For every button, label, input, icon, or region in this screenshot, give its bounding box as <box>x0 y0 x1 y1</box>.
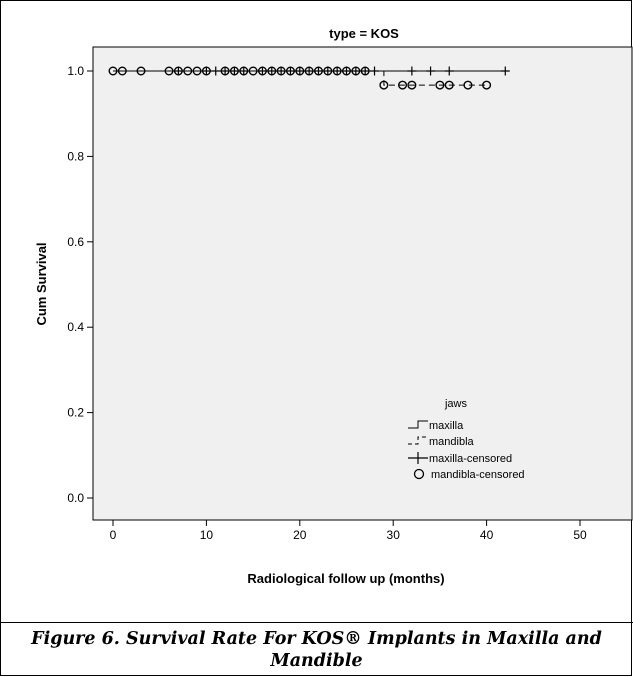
y-axis-label: Cum Survival <box>34 242 49 325</box>
censor-circle-marker <box>295 66 305 76</box>
survival-line-mandibla <box>113 70 487 86</box>
censor-plus-marker <box>426 66 436 76</box>
censor-circle-marker <box>323 66 333 76</box>
censor-circle-marker <box>229 66 239 76</box>
x-tick-label: 40 <box>480 528 494 542</box>
censor-circle-marker <box>257 66 267 76</box>
censor-circle-marker <box>248 66 258 76</box>
censor-circle-marker <box>360 66 370 76</box>
censor-plus-marker <box>295 66 305 76</box>
censor-circle-marker <box>482 80 492 90</box>
censor-circle-marker <box>407 80 417 90</box>
legend: jaws maxilla mandibla maxilla-censored mand… <box>408 398 525 481</box>
censored-markers <box>108 66 510 90</box>
censor-circle-marker <box>239 66 249 76</box>
censor-plus-marker <box>229 66 239 76</box>
legend-swatch <box>408 436 428 445</box>
censor-plus-marker <box>304 66 314 76</box>
y-tick-label: 0.6 <box>67 235 84 249</box>
legend-label: maxilla-censored <box>429 453 512 465</box>
censor-circle-marker <box>435 80 445 90</box>
caption-divider <box>0 622 633 623</box>
censor-circle-marker <box>342 66 352 76</box>
censor-circle-marker <box>220 66 230 76</box>
censor-plus-marker <box>239 66 249 76</box>
censor-plus-marker <box>351 66 361 76</box>
censor-plus-marker <box>201 66 211 76</box>
censor-circle-marker <box>444 80 454 90</box>
censor-circle-marker <box>276 66 286 76</box>
x-axis: 0 10 20 30 40 50 <box>110 520 587 542</box>
censor-circle-marker <box>463 80 473 90</box>
censor-circle-marker <box>379 80 389 90</box>
chart-title: type = KOS <box>329 26 399 41</box>
censor-circle-marker <box>332 66 342 76</box>
censor-circle-marker <box>201 66 211 76</box>
legend-swatch <box>408 452 428 464</box>
censor-plus-marker <box>267 66 277 76</box>
legend-label: maxilla <box>429 420 464 432</box>
censor-circle-marker <box>183 66 193 76</box>
figure-caption: Figure 6. Survival Rate For KOS® Implant… <box>31 629 602 671</box>
plot-area <box>92 46 633 521</box>
censor-plus-marker <box>444 66 454 76</box>
censor-circle-marker <box>313 66 323 76</box>
censor-plus-marker <box>407 66 417 76</box>
censor-plus-marker <box>500 66 510 76</box>
censor-circle-marker <box>267 66 277 76</box>
censor-circle-marker <box>285 66 295 76</box>
y-tick-label: 0.4 <box>67 320 84 334</box>
legend-swatch <box>413 468 425 480</box>
x-tick-label: 0 <box>110 528 117 542</box>
censor-plus-marker <box>211 66 221 76</box>
y-tick-label: 0.2 <box>67 406 84 420</box>
x-tick-label: 20 <box>293 528 307 542</box>
y-tick-label: 1.0 <box>67 64 84 78</box>
censor-plus-marker <box>360 66 370 76</box>
censor-plus-marker <box>313 66 323 76</box>
censor-circle-marker <box>398 80 408 90</box>
censor-circle-marker <box>192 66 202 76</box>
censor-plus-marker <box>285 66 295 76</box>
x-tick-label: 30 <box>387 528 401 542</box>
legend-label: mandibla-censored <box>431 469 525 481</box>
censor-circle-marker <box>136 66 146 76</box>
censor-circle-marker <box>108 66 118 76</box>
legend-swatch <box>408 420 428 429</box>
censor-plus-marker <box>370 66 380 76</box>
censor-plus-marker <box>342 66 351 76</box>
x-axis-label: Radiological follow up (months) <box>247 571 444 586</box>
x-tick-label: 10 <box>200 528 214 542</box>
censor-plus-marker <box>276 66 286 76</box>
legend-label: mandibla <box>429 436 475 448</box>
censor-plus-marker <box>323 66 333 76</box>
censor-plus-marker <box>220 66 230 76</box>
censor-plus-marker <box>257 66 267 76</box>
censor-plus-marker <box>173 66 183 76</box>
x-tick-label: 50 <box>573 528 587 542</box>
y-tick-label: 0.0 <box>67 491 84 505</box>
censor-circle-marker <box>164 66 174 76</box>
censor-circle-marker <box>173 66 183 76</box>
censor-circle-marker <box>351 66 361 76</box>
censor-circle-marker <box>117 66 127 76</box>
censor-circle-marker <box>304 66 314 76</box>
y-axis: 0.0 0.2 0.4 0.6 0.8 1.0 <box>67 64 93 505</box>
legend-title: jaws <box>444 398 468 410</box>
km-survival-chart: type = KOS Radiological follow up (month… <box>34 26 633 586</box>
y-tick-label: 0.8 <box>67 149 84 163</box>
censor-plus-marker <box>332 66 342 76</box>
